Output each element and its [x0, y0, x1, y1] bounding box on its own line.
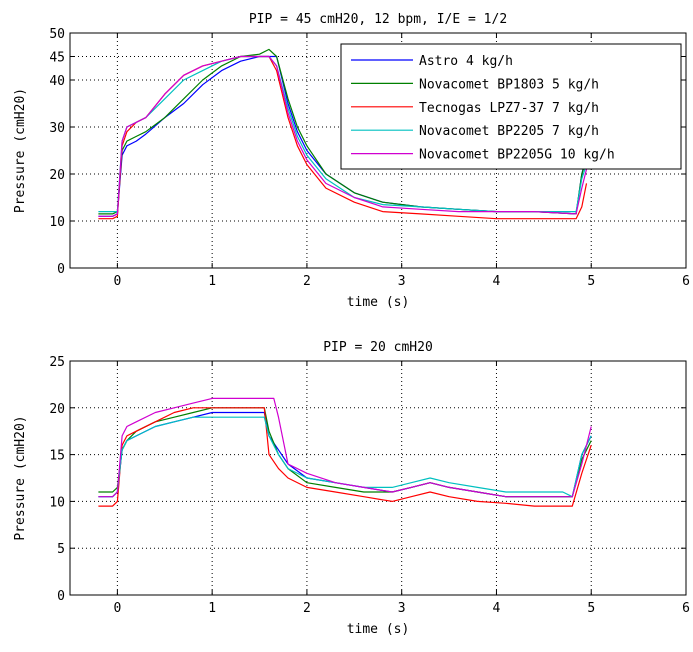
- y-tick-label: 30: [49, 121, 65, 136]
- y-tick-label: 20: [49, 168, 65, 183]
- x-tick-label: 4: [493, 601, 501, 616]
- series-line-4: [98, 416, 592, 498]
- chart-2: 0 1 2 3 4 5 6 0 5 10 15 20 25 PIP = 20 cmH20 time (s) P…: [13, 340, 690, 637]
- x-axis-label: time (s): [347, 295, 410, 310]
- x-tick-label: 3: [398, 601, 406, 616]
- y-tick-label: 40: [49, 74, 65, 89]
- y-axis-label: Pressure (cmH20): [13, 88, 28, 213]
- legend: Astro 4 kg/h Novacomet BP1803 5 kg/h Tecno…: [340, 43, 682, 170]
- x-tick-label: 2: [303, 601, 311, 616]
- x-tick-label: 5: [587, 601, 595, 616]
- x-tick-label: 1: [208, 601, 216, 616]
- y-tick-label: 25: [49, 355, 65, 370]
- x-tick-label: 0: [113, 274, 121, 289]
- legend-label: Novacomet BP2205G 10 kg/h: [419, 148, 615, 163]
- x-tick-label: 6: [682, 601, 690, 616]
- series-line-3: [98, 407, 592, 507]
- legend-label: Astro 4 kg/h: [419, 54, 513, 69]
- y-tick-label: 0: [57, 589, 65, 604]
- series-line-3: [98, 55, 588, 220]
- chart-title: PIP = 45 cmH20, 12 bpm, I/E = 1/2: [249, 12, 507, 27]
- x-tick-label: 6: [682, 274, 690, 289]
- y-tick-label: 15: [49, 449, 65, 464]
- y-tick-label: 0: [57, 262, 65, 277]
- y-tick-label: 45: [49, 51, 65, 66]
- y-tick-label: 10: [49, 495, 65, 510]
- legend-label: Novacomet BP2205 7 kg/h: [419, 124, 599, 139]
- x-tick-label: 0: [113, 601, 121, 616]
- y-tick-label: 10: [49, 215, 65, 230]
- x-tick-label: 1: [208, 274, 216, 289]
- y-tick-label: 5: [57, 542, 65, 557]
- x-axis-label: time (s): [347, 622, 410, 637]
- series-line-5: [98, 55, 588, 217]
- y-tick-label: 20: [49, 402, 65, 417]
- x-tick-label: 4: [493, 274, 501, 289]
- series-line-5: [98, 397, 592, 498]
- x-tick-label: 2: [303, 274, 311, 289]
- x-tick-label: 5: [587, 274, 595, 289]
- axes-box: [69, 360, 687, 596]
- legend-label: Tecnogas LPZ7-37 7 kg/h: [419, 101, 599, 116]
- y-axis-label: Pressure (cmH20): [13, 415, 28, 540]
- axes-box: [69, 32, 687, 269]
- chart-title: PIP = 20 cmH20: [323, 340, 433, 355]
- legend-label: Novacomet BP1803 5 kg/h: [419, 77, 599, 92]
- plot-area: [70, 361, 686, 595]
- y-tick-label: 50: [49, 27, 65, 42]
- x-tick-label: 3: [398, 274, 406, 289]
